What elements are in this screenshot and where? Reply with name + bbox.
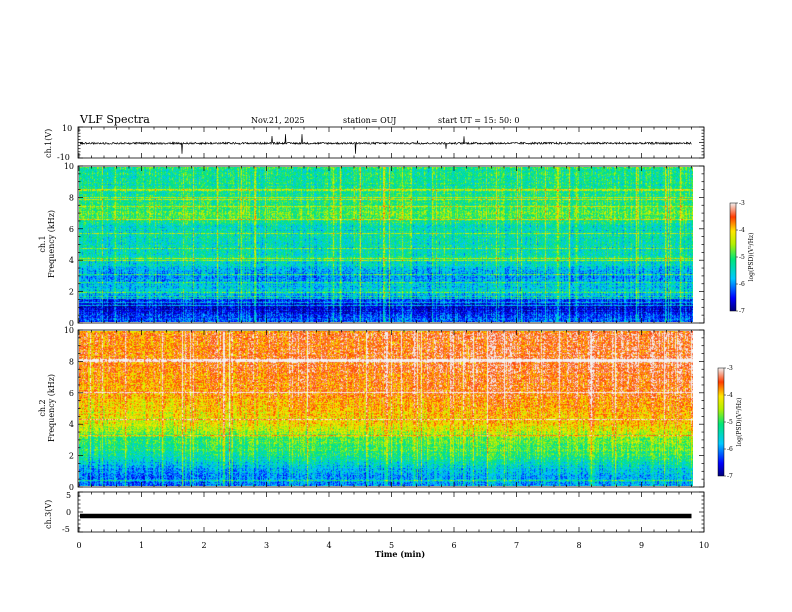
time-tick-label: 0 <box>76 541 81 550</box>
ch1-spectrogram-image-wrap <box>79 167 693 322</box>
colorbar-tick-label: -5 <box>727 419 733 426</box>
freq-tick-label: 8 <box>69 357 74 366</box>
colorbar-tick-label: -4 <box>727 392 733 399</box>
freq-tick-label: 6 <box>69 389 74 398</box>
colorbar-tick-label: -3 <box>739 200 745 207</box>
freq-tick-label: 2 <box>69 288 74 297</box>
freq-tick-label: 2 <box>69 452 74 461</box>
ch2-spectrogram-freq-label: Frequency (kHz) <box>47 374 56 442</box>
ch1-ytick-bottom: -10 <box>57 153 70 162</box>
ch2-spectrogram-image <box>79 331 693 486</box>
ch3-waveform-panel: 5 0 -5 ch.3(V) <box>44 491 705 534</box>
time-tick-label: 2 <box>201 541 206 550</box>
ch1-ticks <box>78 126 705 159</box>
colorbar-tick-label: -5 <box>739 254 745 261</box>
time-tick-label: 1 <box>139 541 144 550</box>
colorbar-tick-label: -6 <box>739 281 745 288</box>
time-tick-label: 4 <box>326 541 331 550</box>
figure-title: VLF Spectra <box>79 113 150 126</box>
ch3-waveform-frame <box>77 491 705 533</box>
colorbar-tick-label: -4 <box>739 227 745 234</box>
freq-tick-label: 4 <box>69 420 74 429</box>
time-tick-label: 8 <box>576 541 581 550</box>
ch3-ytick-top: 5 <box>66 491 71 500</box>
time-tick-label: 10 <box>699 541 709 550</box>
ch1-spectrogram-yticks: 0 2 4 6 8 10 <box>64 162 705 328</box>
ch1-ytick-top: 10 <box>62 124 72 133</box>
freq-tick-label: 8 <box>69 193 74 202</box>
ch1-spectrogram-panel: 0 2 4 6 8 10 ch.1 Frequency (kHz) <box>38 162 705 328</box>
freq-tick-label: 0 <box>69 319 74 328</box>
ch2-colorbar-gradient <box>717 367 725 477</box>
ch1-colorbar-label: log(PSD)(V²/Hz) <box>748 233 755 282</box>
ch2-colorbar-ticks: -3 -4 -5 -6 -7 <box>724 365 733 480</box>
ch1-colorbar-ticks: -3 -4 -5 -6 -7 <box>736 200 745 315</box>
freq-tick-label: 10 <box>64 162 74 171</box>
station-label: station= OUJ <box>343 116 396 125</box>
time-axis: 0 1 2 3 4 5 6 7 8 9 10 <box>76 541 709 550</box>
time-tick-label: 9 <box>639 541 644 550</box>
ch1-colorbar: -3 -4 -5 -6 -7 log(PSD)(V²/Hz) <box>729 200 755 315</box>
ch3-ylabel: ch.3(V) <box>44 500 53 529</box>
ch2-spectrogram-yticks: 0 2 4 6 8 10 <box>64 326 705 492</box>
time-tick-label: 5 <box>389 541 394 550</box>
ch1-colorbar-gradient <box>729 202 737 312</box>
ch1-spectrogram-ch-label: ch.1 <box>38 235 47 252</box>
freq-tick-label: 4 <box>69 256 74 265</box>
time-tick-label: 7 <box>514 541 519 550</box>
ch1-spectrogram-image <box>79 167 693 322</box>
colorbar-tick-label: -6 <box>727 446 733 453</box>
time-tick-label: 6 <box>451 541 456 550</box>
ch1-trace <box>79 134 692 154</box>
ch2-spectrogram-panel: 0 2 4 6 8 10 ch.2 Frequency (kHz) <box>38 326 705 492</box>
ch1-spectrogram-freq-label: Frequency (kHz) <box>47 210 56 278</box>
time-axis-label: Time (min) <box>375 549 425 559</box>
ch1-waveform-panel: 10 -10 ch.1(V) <box>44 124 705 162</box>
freq-tick-label: 6 <box>69 225 74 234</box>
colorbar-tick-label: -7 <box>739 308 745 315</box>
date-label: Nov.21, 2025 <box>251 116 305 125</box>
colorbar-tick-label: -3 <box>727 365 733 372</box>
ch3-ytick-mid: 0 <box>66 508 71 517</box>
colorbar-tick-label: -7 <box>727 473 733 480</box>
ch3-ytick-bottom: -5 <box>62 525 70 534</box>
ch2-colorbar: -3 -4 -5 -6 -7 log(PSD)(V²/Hz) <box>717 365 743 480</box>
start-ut-label: start UT = 15: 50: 0 <box>438 116 519 125</box>
ch2-colorbar-label: log(PSD)(V²/Hz) <box>736 398 743 447</box>
ch3-ticks <box>78 491 705 533</box>
freq-tick-label: 0 <box>69 483 74 492</box>
ch2-spectrogram-image-wrap <box>79 331 693 486</box>
time-tick-label: 3 <box>264 541 269 550</box>
ch1-ylabel: ch.1(V) <box>44 129 53 158</box>
freq-tick-label: 10 <box>64 326 74 335</box>
ch2-spectrogram-ch-label: ch.2 <box>38 399 47 416</box>
